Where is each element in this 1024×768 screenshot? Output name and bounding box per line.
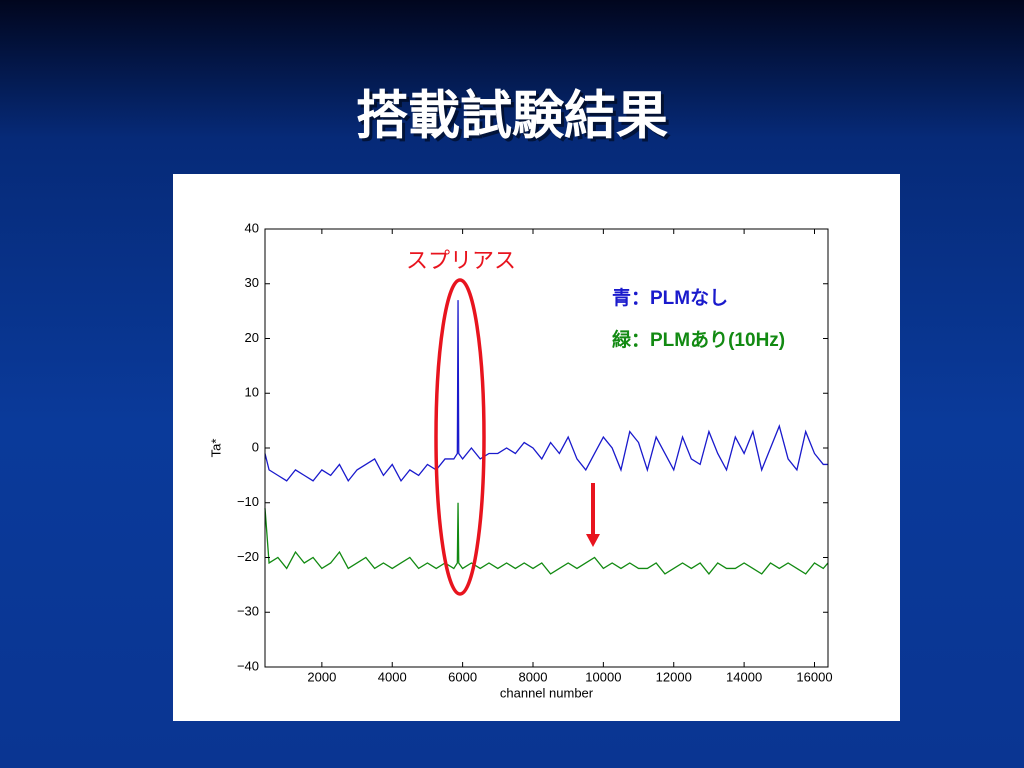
x-tick-label: 12000	[656, 669, 692, 684]
x-tick-label: 10000	[585, 669, 621, 684]
chart-panel	[173, 174, 900, 721]
data-line	[264, 300, 828, 483]
arrow-head	[586, 534, 600, 547]
y-tick-label: −20	[237, 549, 259, 564]
legend-entry: 緑：PLMあり(10Hz)	[612, 328, 785, 351]
chart: −40 −30 −20 −10 0 10 20 30 40 2000 4000 6000 8000 100…	[208, 220, 832, 700]
y-tick-label: 0	[252, 439, 259, 454]
y-tick-label: 40	[245, 220, 259, 235]
x-tick-label: 16000	[796, 669, 832, 684]
slide-title: 搭載試験結果	[356, 88, 668, 146]
y-tick-label: 10	[245, 385, 259, 400]
highlight-ellipse	[434, 278, 486, 596]
x-tick-label: 6000	[448, 669, 477, 684]
y-tick-label: 20	[245, 330, 259, 345]
data-line	[264, 502, 829, 575]
x-tick-label: 14000	[726, 669, 762, 684]
x-tick-label: 4000	[378, 669, 407, 684]
x-axis-label: channel number	[500, 685, 594, 700]
title-shadow: 搭載試験結果	[359, 91, 671, 149]
y-tick-label: −40	[237, 658, 259, 673]
y-tick-label: 30	[245, 275, 259, 290]
y-tick-label: −10	[237, 494, 259, 509]
annotation: スプリアス	[406, 248, 516, 273]
legend-entry: 青：PLMなし	[612, 287, 728, 309]
x-tick-label: 2000	[307, 669, 336, 684]
y-axis-label: Ta*	[208, 439, 223, 458]
y-tick-label: −30	[237, 604, 259, 619]
x-tick-label: 8000	[519, 669, 548, 684]
